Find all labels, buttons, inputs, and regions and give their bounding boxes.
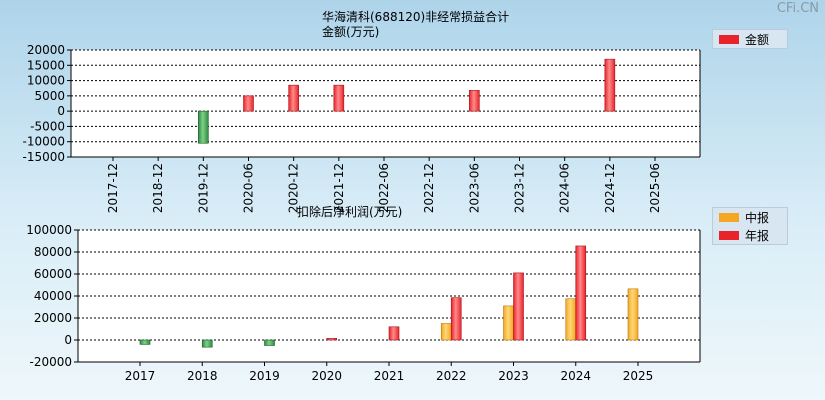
top-x-tick-label: 2022-06 bbox=[377, 163, 391, 213]
legend-bottom: 中报 年报 bbox=[712, 207, 788, 245]
bottom-x-tick-label: 2018 bbox=[187, 369, 218, 383]
legend-swatch-annual bbox=[719, 230, 739, 240]
bottom-bar-年报-2024 bbox=[575, 245, 587, 341]
top-bar-金额-2021-12 bbox=[333, 84, 345, 112]
top-y-tick-label: 0 bbox=[57, 104, 65, 118]
legend-item-annual: 年报 bbox=[713, 226, 787, 244]
bottom-bar-中报-2023 bbox=[503, 305, 514, 341]
bottom-bar-中报-2022 bbox=[440, 323, 452, 341]
bottom-y-tick-label: 40000 bbox=[34, 289, 72, 303]
watermark: CFi.CN bbox=[776, 1, 819, 16]
top-bar-金额-2024-12 bbox=[604, 58, 616, 112]
top-chart-title: 华海清科(688120)非经常损益合计 bbox=[322, 9, 509, 24]
legend-label-amount: 金额 bbox=[745, 32, 770, 47]
bottom-x-tick-label: 2023 bbox=[498, 369, 529, 383]
bottom-bar-年报-2022 bbox=[450, 297, 462, 341]
top-x-tick-label: 2017-12 bbox=[106, 163, 120, 213]
top-y-tick-label: 15000 bbox=[27, 58, 65, 72]
top-x-tick-label: 2022-12 bbox=[422, 163, 436, 213]
top-y-tick-label: -10000 bbox=[22, 135, 65, 149]
top-y-tick-label: 10000 bbox=[27, 74, 65, 88]
legend-swatch-interim bbox=[719, 212, 739, 222]
bottom-x-tick-label: 2019 bbox=[249, 369, 280, 383]
bottom-bar-中报-2025 bbox=[627, 288, 639, 341]
top-x-tick-label: 2020-06 bbox=[242, 163, 256, 213]
legend-swatch-amount bbox=[719, 34, 739, 44]
bottom-y-tick-label: -20000 bbox=[29, 355, 72, 369]
top-x-tick-label: 2021-12 bbox=[332, 163, 346, 213]
legend-label-annual: 年报 bbox=[745, 228, 770, 243]
legend-top: 金额 bbox=[712, 29, 788, 49]
bottom-x-tick-label: 2020 bbox=[311, 369, 342, 383]
legend-item-interim: 中报 bbox=[713, 208, 787, 226]
top-x-tick-label: 2023-06 bbox=[467, 163, 481, 213]
bottom-y-tick-label: 60000 bbox=[34, 267, 72, 281]
top-y-tick-label: -5000 bbox=[30, 119, 65, 133]
bottom-bar-年报-2021 bbox=[388, 326, 400, 341]
top-x-tick-label: 2023-12 bbox=[513, 163, 527, 213]
top-chart-subtitle: 金额(万元) bbox=[322, 24, 379, 39]
bottom-chart-title: 扣除后净利润(万元) bbox=[297, 204, 402, 219]
bottom-bar-年报-2020 bbox=[326, 338, 338, 341]
top-x-tick-label: 2025-06 bbox=[648, 163, 662, 213]
bottom-y-tick-label: 0 bbox=[64, 333, 72, 347]
top-bar-金额-2020-06 bbox=[243, 95, 254, 112]
bottom-bar-年报-2018 bbox=[201, 339, 213, 348]
legend-item-amount: 金额 bbox=[713, 30, 787, 48]
top-x-tick-label: 2020-12 bbox=[287, 163, 301, 213]
legend-label-interim: 中报 bbox=[745, 210, 770, 225]
bottom-x-tick-label: 2025 bbox=[623, 369, 654, 383]
top-y-tick-label: 20000 bbox=[27, 43, 65, 57]
top-bar-金额-2023-06 bbox=[469, 90, 480, 112]
top-y-tick-label: -15000 bbox=[22, 150, 65, 164]
bottom-x-tick-label: 2021 bbox=[374, 369, 405, 383]
bottom-bar-年报-2019 bbox=[264, 339, 275, 346]
bottom-bar-中报-2024 bbox=[565, 298, 577, 341]
top-plot-area bbox=[71, 50, 700, 157]
bottom-y-tick-label: 100000 bbox=[26, 223, 72, 237]
bottom-x-tick-label: 2024 bbox=[560, 369, 591, 383]
top-x-tick-label: 2018-12 bbox=[151, 163, 165, 213]
bottom-x-tick-label: 2022 bbox=[436, 369, 467, 383]
top-x-tick-label: 2024-12 bbox=[603, 163, 617, 213]
top-bar-金额-2020-12 bbox=[288, 84, 299, 112]
bottom-y-tick-label: 80000 bbox=[34, 245, 72, 259]
top-x-tick-label: 2019-12 bbox=[196, 163, 210, 213]
top-bar-金额-2019-12 bbox=[198, 110, 209, 144]
bottom-bar-年报-2023 bbox=[513, 272, 524, 341]
bottom-x-tick-label: 2017 bbox=[125, 369, 156, 383]
top-x-tick-label: 2024-06 bbox=[558, 163, 572, 213]
bottom-y-tick-label: 20000 bbox=[34, 311, 72, 325]
bottom-bar-年报-2017 bbox=[139, 339, 151, 345]
top-y-tick-label: 5000 bbox=[34, 89, 65, 103]
